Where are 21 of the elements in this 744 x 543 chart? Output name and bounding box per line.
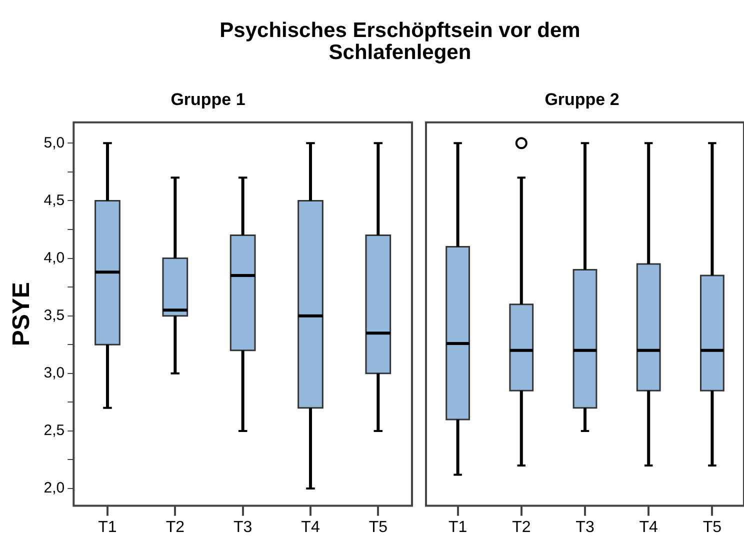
y-tick-label: 3,0 xyxy=(44,364,65,382)
y-tick-label: 5,0 xyxy=(44,134,65,152)
x-tick-label: T1 xyxy=(448,518,468,536)
x-tick-label: T3 xyxy=(576,518,594,536)
chart-subtitle: Gruppe 1 xyxy=(170,90,246,109)
x-tick-label: T5 xyxy=(702,518,722,536)
y-tick-label: 2,5 xyxy=(44,422,65,440)
chart-title: Psychisches Erschöpftsein vor dem Schlafenlegen xyxy=(218,19,582,64)
x-tick-label: T4 xyxy=(639,518,658,536)
x-tick-label: T1 xyxy=(98,518,117,536)
x-tick-label: T4 xyxy=(301,518,320,536)
y-tick-label: 2,0 xyxy=(44,480,65,497)
x-tick-label: T3 xyxy=(233,518,252,536)
y-axis-title: PSYE xyxy=(8,282,36,346)
x-tick-label: T2 xyxy=(166,518,185,536)
y-tick-label: 3,5 xyxy=(44,306,65,324)
chart-subtitle: Gruppe 2 xyxy=(544,90,620,109)
y-tick-label: 4,5 xyxy=(44,192,65,209)
y-tick-label: 4,0 xyxy=(44,249,65,266)
x-tick-label: T2 xyxy=(512,518,531,536)
x-tick-label: T5 xyxy=(368,518,388,536)
